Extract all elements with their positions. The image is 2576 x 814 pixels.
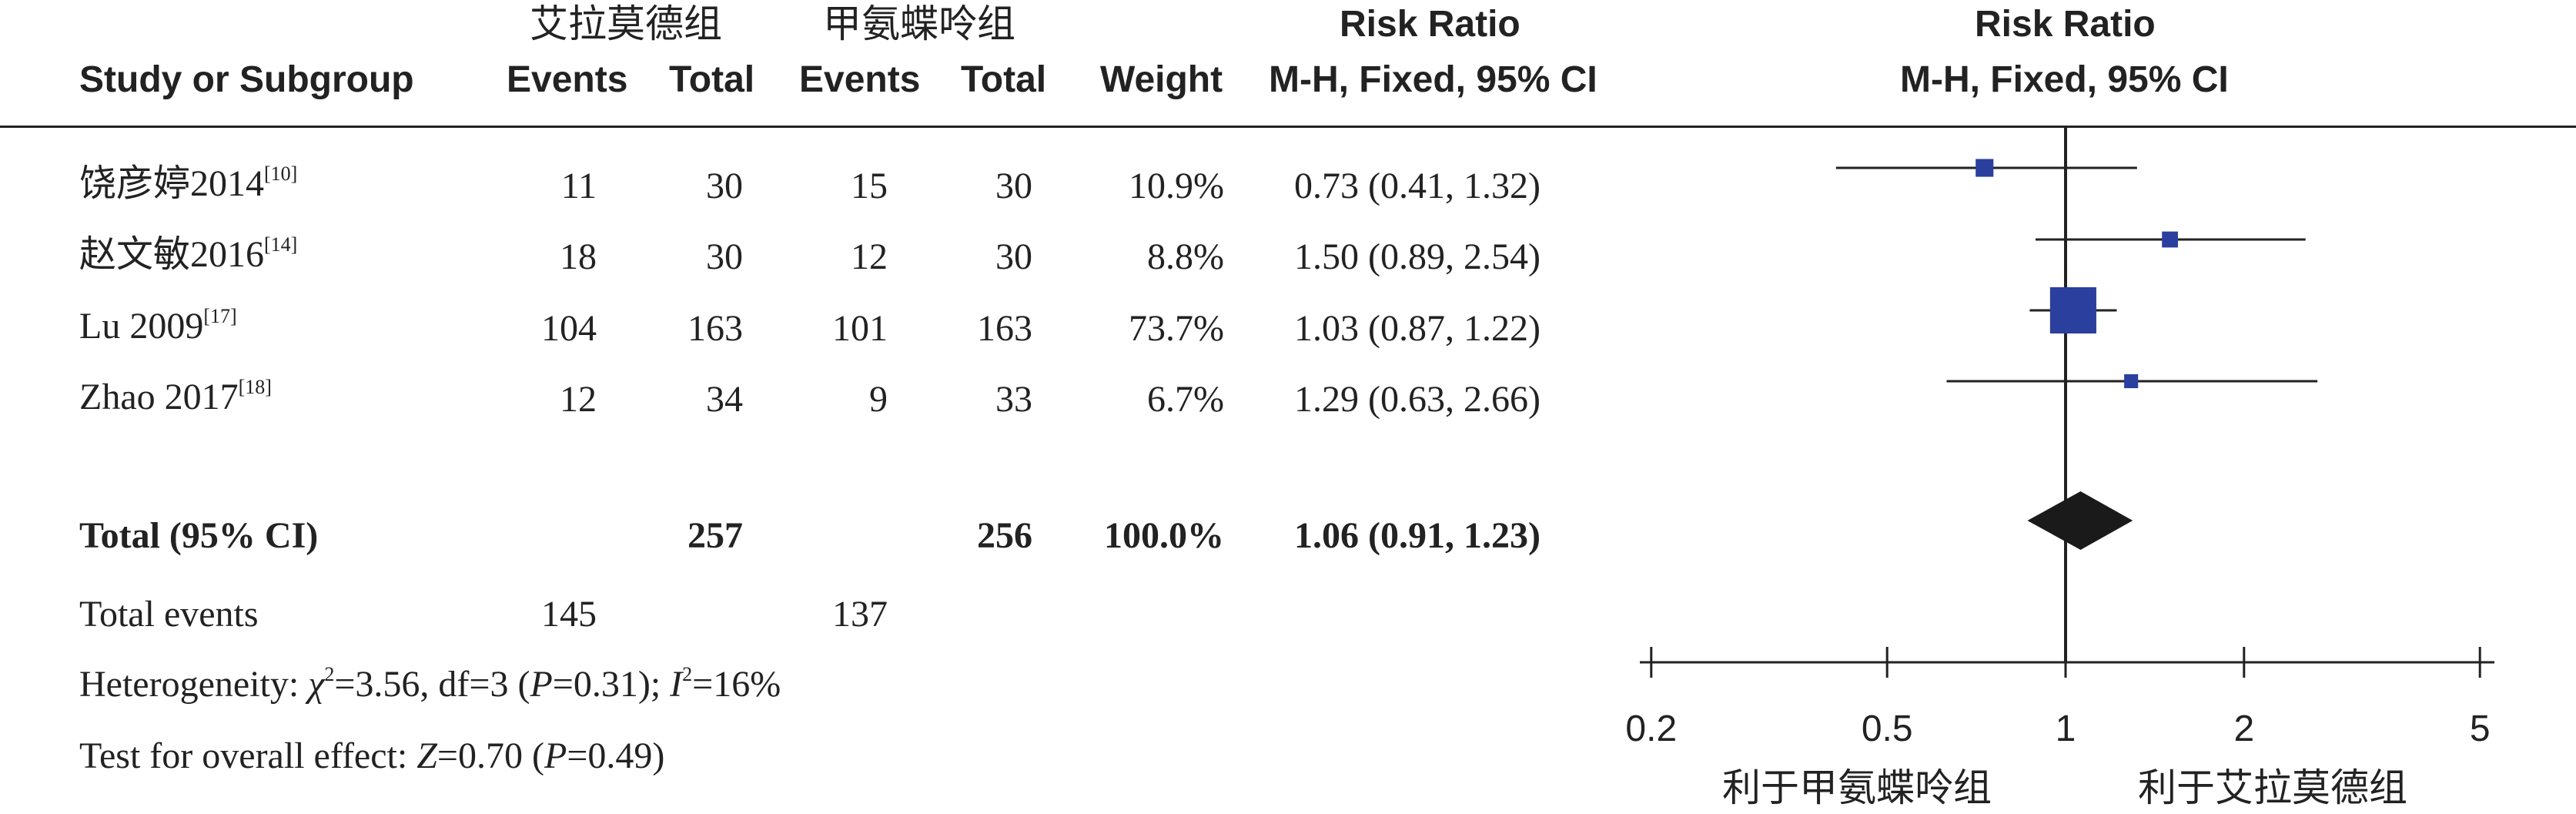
- plot-method-header: M-H, Fixed, 95% CI: [1900, 59, 2229, 100]
- weight-header: Weight: [1100, 59, 1223, 100]
- experimental-group-header: 艾拉莫德组: [530, 2, 722, 46]
- events2-cell: 12: [851, 236, 888, 277]
- study-weight-square: [1975, 159, 1994, 177]
- pooled-estimate-diamond: [2027, 491, 2133, 550]
- study-name: 饶彦婷2014[10]: [79, 162, 298, 204]
- ci-cell: 0.73 (0.41, 1.32): [1294, 166, 1541, 206]
- study-name: Zhao 2017[18]: [79, 376, 272, 417]
- x-tick-label: 5: [2470, 708, 2491, 749]
- total-weight: 100.0%: [1104, 515, 1224, 556]
- total2-cell: 33: [995, 379, 1032, 420]
- total1-cell: 30: [706, 236, 743, 277]
- control-group-header: 甲氨蝶呤组: [823, 2, 1015, 46]
- total1-cell: 34: [706, 379, 743, 420]
- x-tick-label: 0.2: [1625, 708, 1677, 749]
- study-weight-square: [2162, 231, 2178, 248]
- total2-cell: 30: [995, 166, 1032, 206]
- x-tick-label: 2: [2233, 708, 2254, 749]
- total-events1: 145: [541, 594, 597, 635]
- events2-cell: 15: [851, 166, 888, 206]
- events1-cell: 18: [560, 236, 597, 277]
- heterogeneity-text: Heterogeneity: χ2=3.56, df=3 (P=0.31); I…: [79, 663, 781, 705]
- total2-header: Total: [961, 59, 1047, 100]
- ci-cell: 1.50 (0.89, 2.54): [1294, 236, 1541, 277]
- events1-cell: 12: [560, 379, 597, 420]
- weight-cell: 10.9%: [1129, 166, 1224, 206]
- weight-cell: 6.7%: [1147, 379, 1224, 420]
- total2-sum: 256: [977, 515, 1032, 556]
- x-tick-label: 1: [2056, 708, 2076, 749]
- ci-cell: 1.29 (0.63, 2.66): [1294, 379, 1541, 420]
- total-events2: 137: [832, 594, 888, 635]
- ci-cell: 1.03 (0.87, 1.22): [1294, 308, 1541, 349]
- total1-cell: 30: [706, 166, 743, 206]
- total1-sum: 257: [687, 515, 743, 556]
- total1-cell: 163: [687, 308, 743, 349]
- total-ci: 1.06 (0.91, 1.23): [1294, 515, 1541, 556]
- total2-cell: 163: [977, 308, 1032, 349]
- favours-control-label: 利于甲氨蝶呤组: [1722, 765, 1992, 810]
- total-events-label: Total events: [79, 594, 259, 635]
- events1-cell: 104: [541, 308, 597, 349]
- rr-column-title: Risk Ratio: [1340, 4, 1521, 45]
- weight-cell: 8.8%: [1147, 236, 1224, 277]
- events2-header: Events: [799, 59, 921, 100]
- events1-cell: 11: [560, 166, 597, 206]
- total1-header: Total: [669, 59, 755, 100]
- study-column-header: Study or Subgroup: [79, 59, 414, 100]
- total2-cell: 30: [995, 236, 1032, 277]
- overall-effect-text: Test for overall effect: Z=0.70 (P=0.49): [79, 735, 665, 776]
- header-divider: [0, 126, 2576, 128]
- study-name: Lu 2009[17]: [79, 305, 237, 347]
- events2-cell: 101: [832, 308, 888, 349]
- events1-header: Events: [507, 59, 628, 100]
- events2-cell: 9: [869, 379, 888, 420]
- total-label: Total (95% CI): [79, 515, 319, 556]
- study-name: 赵文敏2016[14]: [79, 233, 298, 275]
- study-weight-square: [2124, 374, 2139, 389]
- x-tick-label: 0.5: [1862, 708, 1913, 749]
- rr-method-header: M-H, Fixed, 95% CI: [1269, 59, 1597, 100]
- weight-cell: 73.7%: [1129, 308, 1224, 349]
- favours-experimental-label: 利于艾拉莫德组: [2138, 765, 2407, 810]
- study-weight-square: [2049, 286, 2096, 334]
- plot-title: Risk Ratio: [1975, 4, 2156, 45]
